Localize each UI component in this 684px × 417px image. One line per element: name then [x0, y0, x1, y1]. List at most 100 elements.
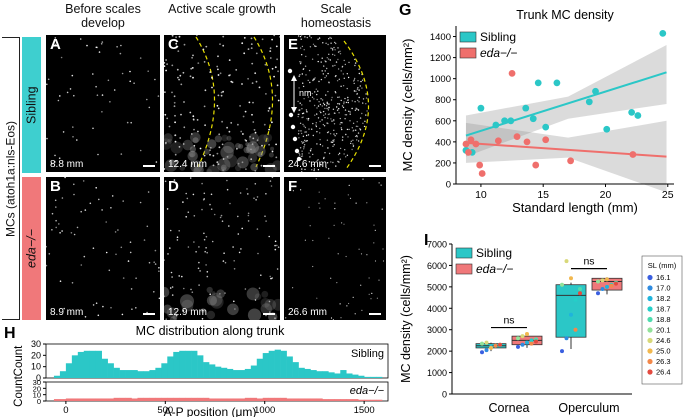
cell-dot — [245, 168, 247, 171]
cell-dot — [299, 47, 302, 49]
cell-dot — [301, 45, 304, 48]
data-point — [592, 87, 599, 95]
cell-dot — [185, 192, 187, 195]
cell-dot — [302, 163, 304, 166]
cell-dot — [321, 105, 323, 107]
cell-dot — [330, 42, 332, 44]
cell-dot — [315, 178, 317, 180]
y-tick-label: 0 — [442, 390, 447, 400]
cell-dot — [313, 169, 315, 172]
cell-dot — [333, 120, 335, 122]
cell-dot — [252, 101, 254, 104]
cell-dot — [334, 202, 336, 204]
x-tick-label: 0 — [63, 405, 68, 416]
cell-dot — [359, 85, 361, 87]
cell-dot — [335, 42, 337, 45]
cell-dot — [247, 48, 250, 50]
cell-dot — [193, 144, 196, 147]
cell-dot — [301, 116, 303, 119]
legend-label: eda−/− — [480, 46, 517, 60]
cell-dot — [164, 62, 166, 64]
cell-dot — [339, 158, 342, 160]
panel-letter-c: C — [168, 36, 179, 53]
hist-bar — [155, 367, 162, 378]
nm-label: nm — [299, 88, 312, 98]
cell-dot — [355, 125, 358, 128]
cell-dot — [301, 171, 303, 172]
cell-dot — [354, 109, 357, 111]
hist-bar — [268, 350, 275, 378]
cell-dot — [167, 253, 169, 255]
cell-dot — [315, 122, 317, 124]
cell-dot — [358, 96, 360, 99]
cell-dot — [157, 95, 160, 97]
cell-dot — [357, 109, 360, 111]
cell-dot — [183, 126, 186, 129]
cell-dot — [105, 251, 108, 254]
cell-dot — [139, 149, 142, 152]
cell-dot — [234, 308, 236, 310]
cell-dot — [326, 139, 329, 141]
cell-dot — [86, 44, 88, 47]
cell-dot — [316, 107, 318, 109]
micrograph-e: E nm 24.6 mm — [284, 35, 386, 172]
cell-dot — [92, 127, 94, 130]
cell-dot — [216, 65, 219, 68]
cell-dot — [336, 109, 339, 111]
cell-dot — [373, 242, 375, 244]
cell-dot — [307, 96, 310, 98]
data-point — [501, 117, 508, 125]
cell-dot — [223, 252, 225, 254]
panel-letter-a: A — [50, 36, 61, 53]
cell-dot — [353, 82, 355, 85]
cell-dot — [305, 109, 308, 111]
cell-dot — [76, 139, 78, 141]
cell-dot — [302, 82, 304, 84]
cell-dot — [319, 207, 321, 209]
cell-dot — [357, 140, 360, 142]
y-tick-label: 4000 — [427, 304, 447, 314]
cell-dot — [220, 94, 223, 97]
hist-bar — [232, 398, 240, 401]
cell-dot — [318, 80, 320, 83]
cell-dot — [250, 47, 253, 49]
cell-dot — [382, 260, 385, 262]
sl-label-b: 8.9 mm — [50, 307, 84, 318]
cell-dot — [192, 193, 195, 196]
cell-dot — [362, 102, 364, 104]
cell-dot — [101, 41, 104, 43]
cell-dot — [332, 65, 334, 67]
cell-dot — [321, 57, 323, 59]
cell-dot — [179, 137, 182, 139]
cell-dot — [270, 277, 272, 280]
cell-dot — [331, 48, 334, 50]
cell-dot — [340, 121, 342, 124]
cell-dot — [333, 129, 335, 131]
cell-dot — [46, 83, 48, 86]
cell-dot — [126, 121, 129, 124]
tissue-blob — [226, 135, 232, 141]
cell-dot — [164, 65, 166, 67]
data-point — [480, 350, 484, 355]
row-outer-label-text: MCs (atoh1a:nls-Eos) — [3, 120, 18, 237]
cell-dot — [337, 51, 340, 53]
cell-dot — [80, 210, 82, 213]
col-header-homeostasis: Scale homeostasis — [300, 2, 372, 30]
cell-dot — [312, 239, 314, 242]
cell-dot — [232, 246, 234, 248]
cell-dot — [228, 225, 230, 227]
sl-legend-dot — [647, 348, 653, 354]
cell-dot — [338, 96, 341, 98]
cell-dot — [352, 296, 354, 298]
cell-dot — [192, 54, 194, 57]
cell-dot — [254, 183, 257, 185]
data-point — [498, 342, 502, 347]
cell-dot — [277, 99, 280, 102]
cell-dot — [204, 89, 207, 92]
tissue-blob — [238, 143, 244, 149]
cell-dot — [217, 163, 220, 166]
cell-dot — [274, 248, 277, 251]
cell-dot — [254, 169, 257, 172]
cell-dot — [153, 291, 155, 293]
cell-dot — [158, 267, 160, 269]
